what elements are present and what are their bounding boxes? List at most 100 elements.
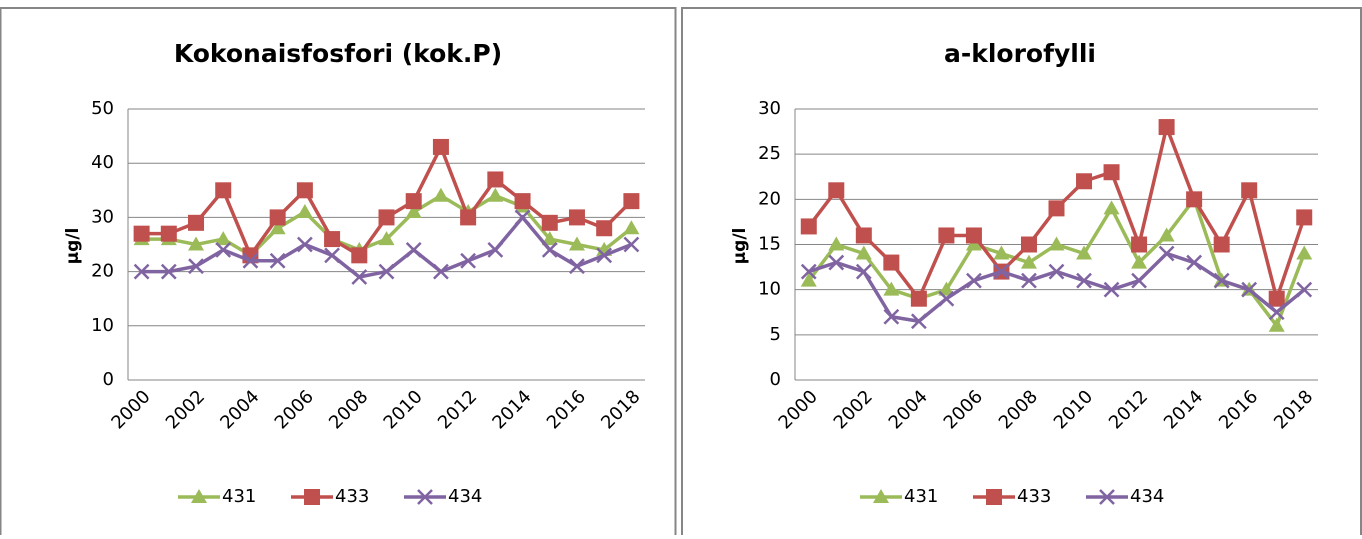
marker [1020,254,1037,269]
marker [1268,290,1285,307]
marker [1213,236,1230,253]
marker [378,209,395,226]
marker [242,252,259,269]
marker [1241,182,1258,199]
marker [324,247,340,264]
marker [623,236,640,253]
marker [910,313,927,330]
marker [965,227,982,244]
legend-label: 431 [904,486,938,507]
legend-label: 433 [1017,486,1051,507]
marker [296,236,313,253]
marker [1076,245,1093,260]
marker [938,227,955,244]
y-tick-label: 25 [758,143,781,164]
marker [828,254,845,271]
marker [405,203,422,218]
legend-marker [873,489,889,503]
y-axis-label: µg/l [730,228,750,265]
legend-marker [1099,489,1115,505]
panel-frame [0,7,677,539]
y-tick-label: 10 [91,315,114,336]
marker [1296,209,1313,226]
marker [324,231,341,248]
marker [1131,272,1147,289]
marker [1048,263,1065,280]
marker [378,263,395,280]
legend-label: 434 [1130,486,1164,507]
legend-marker [191,489,207,503]
y-tick-label: 15 [758,234,781,255]
marker [351,269,368,285]
y-tick-label: 20 [91,261,114,282]
marker [1103,200,1120,215]
marker [1103,281,1120,298]
y-tick-label: 10 [758,279,781,300]
marker [1076,272,1092,289]
y-tick-label: 30 [91,206,114,227]
marker [623,193,640,210]
marker [966,272,982,289]
y-tick-label: 5 [770,324,781,345]
marker [188,236,205,251]
marker [432,187,449,202]
marker [568,209,585,226]
marker [596,247,613,264]
legend-label: 431 [222,486,256,507]
marker [460,252,477,269]
marker [541,242,558,258]
marker [883,281,900,296]
marker [487,171,504,188]
marker [269,252,286,269]
marker [1131,254,1148,269]
marker [1158,227,1175,242]
y-tick-label: 50 [91,98,114,119]
marker [1241,281,1258,298]
marker [569,258,585,275]
marker [514,209,531,226]
marker [405,193,422,210]
legend-label: 433 [335,486,369,507]
legend-marker [304,489,320,505]
chart-title: a-klorofylli [944,39,1096,68]
marker [487,242,504,258]
marker [133,263,150,280]
marker [433,263,449,280]
y-tick-label: 40 [91,152,114,173]
chart-title: Kokonaisfosfori (kok.P) [174,39,502,68]
marker [1048,236,1065,251]
marker [1268,317,1285,332]
marker [405,242,422,258]
marker [1048,200,1065,217]
marker [160,225,177,242]
marker [269,209,286,226]
y-tick-label: 20 [758,188,781,209]
marker [460,209,477,226]
marker [432,138,449,155]
marker [910,290,927,307]
legend-marker [986,489,1002,505]
marker [883,308,900,325]
y-tick-label: 0 [103,369,114,390]
marker [828,182,845,199]
marker [596,220,613,237]
marker [993,245,1010,260]
marker [800,263,817,280]
marker [993,263,1010,280]
marker [855,227,872,244]
marker [215,231,232,246]
marker [514,193,531,210]
panel-frame [681,7,1362,539]
y-tick-label: 30 [758,98,781,119]
marker [269,220,286,235]
marker [1296,245,1313,260]
legend-label: 434 [448,486,482,507]
marker [133,225,150,242]
marker [855,263,872,280]
marker [1296,281,1313,298]
marker [938,281,955,296]
marker [160,263,177,280]
marker [378,231,395,246]
